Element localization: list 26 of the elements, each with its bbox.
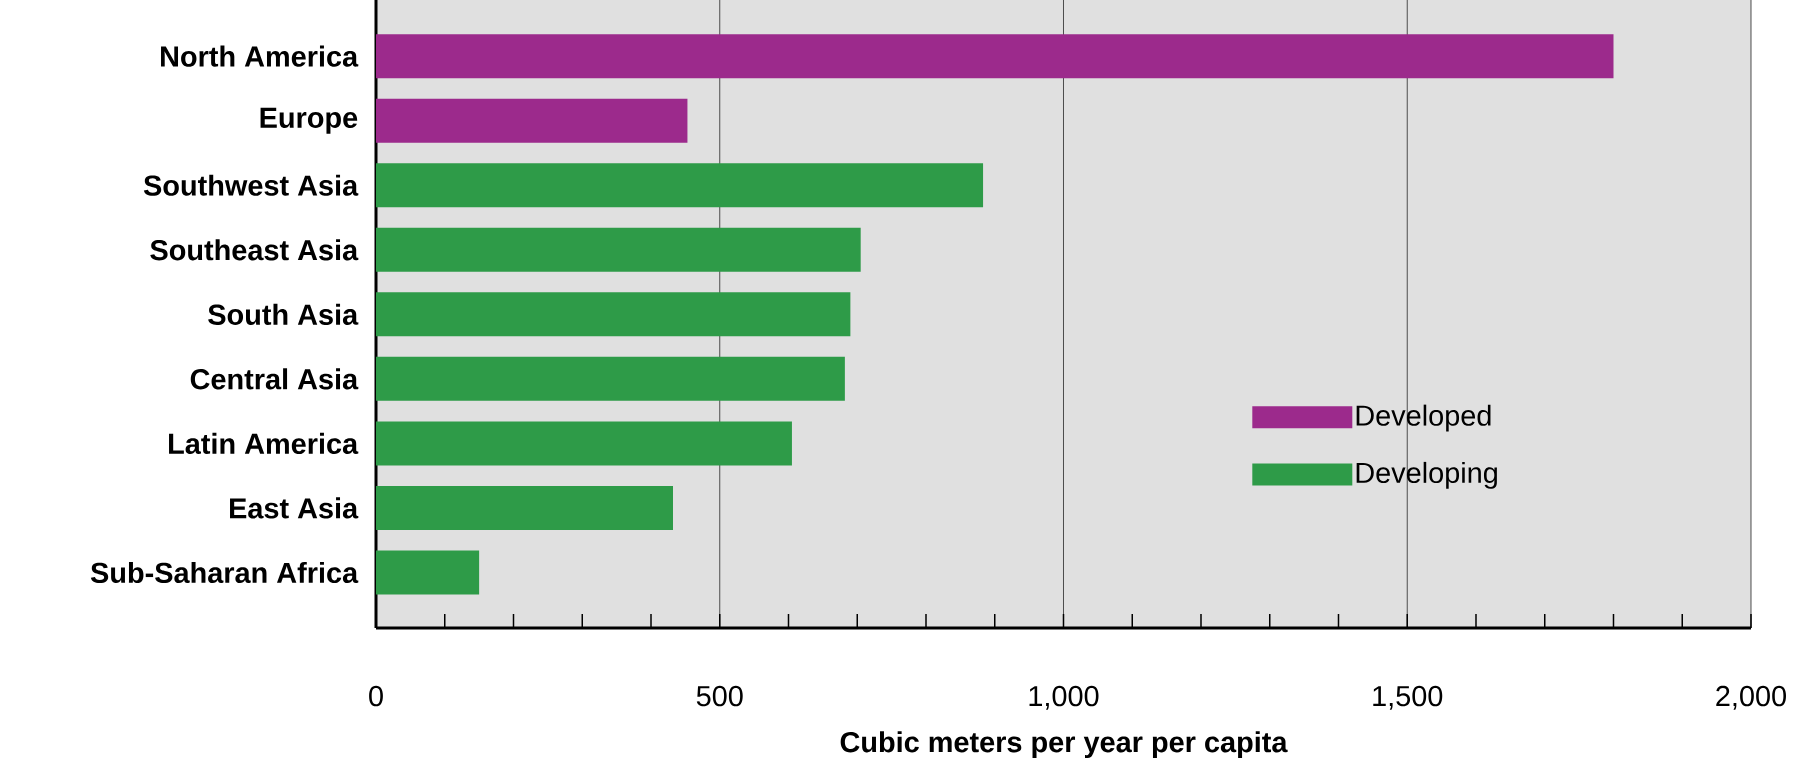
x-tick-label: 1,500 <box>1373 685 1443 710</box>
x-tick-label: 0 <box>369 685 383 707</box>
x-tick-label: 2,000 <box>1716 685 1786 710</box>
y-tick-label: Central Asia <box>190 368 359 390</box>
y-tick-label: Latin America <box>169 432 359 455</box>
x-tick-label: 1,000 <box>1029 685 1099 710</box>
x-axis-title: Cubic meters per year per capita <box>840 731 1288 759</box>
y-tick-label: Sub-Saharan Africa <box>90 561 359 584</box>
y-tick-label: Southeast Asia <box>150 239 359 261</box>
bar <box>376 421 792 466</box>
bar <box>376 34 1614 79</box>
y-tick-label: North America <box>161 45 359 67</box>
y-tick-label: South Asia <box>208 303 359 325</box>
legend-label: Developed <box>1356 404 1491 432</box>
y-tick-label: Southwest Asia <box>143 174 359 196</box>
bar <box>376 292 851 337</box>
legend-label: Developing <box>1356 461 1497 489</box>
bar <box>376 485 673 530</box>
bar <box>376 163 984 208</box>
bar <box>376 550 480 595</box>
bar <box>376 98 688 143</box>
bar <box>376 227 861 272</box>
x-tick-label: 500 <box>696 685 743 707</box>
bar <box>376 356 845 401</box>
y-tick-label: East Asia <box>230 497 359 519</box>
y-tick-label: Europe <box>260 107 358 134</box>
